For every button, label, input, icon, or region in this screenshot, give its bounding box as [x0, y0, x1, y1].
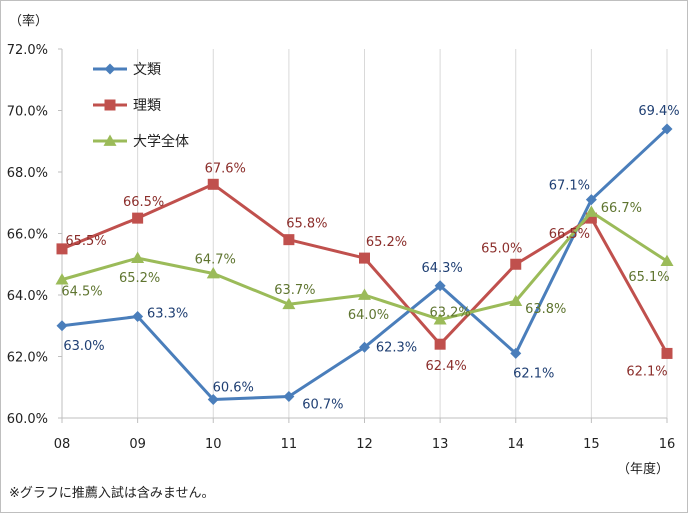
y-axis-label: （率） — [9, 13, 48, 29]
x-tick-label: 14 — [507, 437, 524, 452]
legend-marker-ri — [104, 99, 116, 111]
data-label-all: 65.2% — [119, 271, 160, 286]
data-label-all: 63.7% — [274, 283, 315, 298]
data-point-ri — [661, 347, 673, 359]
data-point-all — [509, 294, 523, 307]
data-label-all: 63.2% — [429, 306, 470, 321]
x-tick-label: 11 — [281, 437, 298, 452]
x-tick-label: 08 — [54, 437, 71, 452]
data-label-bun: 69.4% — [638, 104, 679, 119]
data-label-bun: 62.3% — [376, 340, 417, 355]
x-axis-label: （年度） — [617, 461, 669, 477]
data-label-ri: 67.6% — [205, 161, 246, 176]
data-label-all: 64.5% — [61, 285, 102, 300]
data-point-bun — [132, 311, 144, 323]
series-ri — [56, 178, 673, 359]
data-label-ri: 65.2% — [366, 235, 407, 250]
y-tick-label: 68.0% — [7, 166, 48, 181]
data-point-bun — [585, 194, 597, 206]
data-label-all: 64.7% — [195, 252, 236, 267]
data-point-all — [433, 313, 447, 325]
data-point-all — [282, 297, 296, 310]
data-point-all — [358, 288, 371, 300]
data-label-bun: 62.1% — [513, 366, 554, 381]
y-tick-label: 72.0% — [7, 43, 48, 58]
data-label-bun: 60.6% — [213, 381, 254, 396]
data-point-ri — [585, 212, 597, 224]
data-point-all — [660, 254, 674, 267]
data-point-ri — [132, 212, 144, 224]
y-tick-label: 60.0% — [7, 412, 48, 427]
data-point-bun — [56, 320, 68, 332]
legend-entry-bun: 文類 — [93, 62, 161, 78]
series-all — [55, 205, 674, 325]
grid-layer — [61, 49, 668, 418]
data-label-all: 63.8% — [525, 302, 566, 317]
x-tick-label: 16 — [659, 437, 676, 452]
y-tick-label: 66.0% — [7, 228, 48, 243]
x-tick-label: 13 — [432, 437, 449, 452]
data-label-ri: 65.0% — [481, 241, 522, 256]
x-tick-label: 15 — [583, 437, 600, 452]
data-point-ri — [510, 258, 522, 270]
legend-marker-bun — [104, 63, 116, 75]
data-point-bun — [283, 390, 295, 402]
y-tick-label: 62.0% — [7, 351, 48, 366]
legend-entry-ri: 理類 — [93, 98, 161, 114]
y-tick-label: 64.0% — [7, 289, 48, 304]
data-point-all — [131, 251, 145, 263]
legend-marker-all — [103, 134, 117, 146]
data-label-bun: 63.3% — [147, 307, 188, 322]
data-point-ri — [434, 338, 446, 350]
legend-label-ri: 理類 — [133, 98, 161, 114]
legend-label-all: 大学全体 — [133, 133, 189, 150]
data-point-ri — [283, 234, 295, 246]
data-label-bun: 64.3% — [421, 261, 462, 276]
data-label-all: 65.1% — [628, 270, 669, 285]
footnote: ※グラフに推薦入試は含みません。 — [9, 485, 215, 501]
y-tick-label: 70.0% — [7, 105, 48, 120]
x-tick-label: 09 — [129, 437, 146, 452]
data-label-bun: 63.0% — [63, 339, 104, 354]
data-label-ri: 66.5% — [123, 195, 164, 210]
data-point-bun — [434, 280, 446, 292]
data-point-ri — [56, 243, 68, 255]
data-point-bun — [359, 341, 370, 353]
axis-layer: 60.0% 62.0% 64.0% 66.0% 68.0% 70.0% 72.0% 08 09 1… — [7, 43, 676, 452]
x-tick-label: 10 — [205, 437, 222, 452]
data-point-all — [584, 205, 598, 217]
data-point-bun — [207, 394, 219, 406]
data-point-ri — [207, 178, 219, 190]
legend-label-bun: 文類 — [133, 62, 161, 78]
x-tick-label: 12 — [356, 437, 373, 452]
data-label-all: 64.0% — [348, 308, 389, 323]
data-point-bun — [510, 347, 522, 359]
data-label-bun: 67.1% — [549, 179, 590, 194]
data-point-bun — [661, 123, 673, 135]
data-point-ri — [359, 252, 370, 264]
series-layer — [55, 123, 674, 406]
series-bun — [56, 123, 673, 406]
data-label-bun: 60.7% — [302, 397, 343, 412]
data-label-ri: 62.1% — [626, 364, 667, 379]
data-label-ri: 66.5% — [549, 227, 590, 242]
data-point-all — [206, 266, 220, 279]
data-label-all: 66.7% — [601, 201, 642, 216]
data-point-all — [55, 273, 69, 285]
data-label-ri: 65.8% — [286, 217, 327, 232]
data-label-layer: 63.0% 63.3% 60.6% 60.7% 62.3% 64.3% 62.1% 67.1%… — [61, 104, 679, 413]
data-label-ri: 65.5% — [65, 234, 106, 249]
data-label-ri: 62.4% — [425, 359, 466, 374]
legend-entry-all: 大学全体 — [93, 133, 189, 150]
